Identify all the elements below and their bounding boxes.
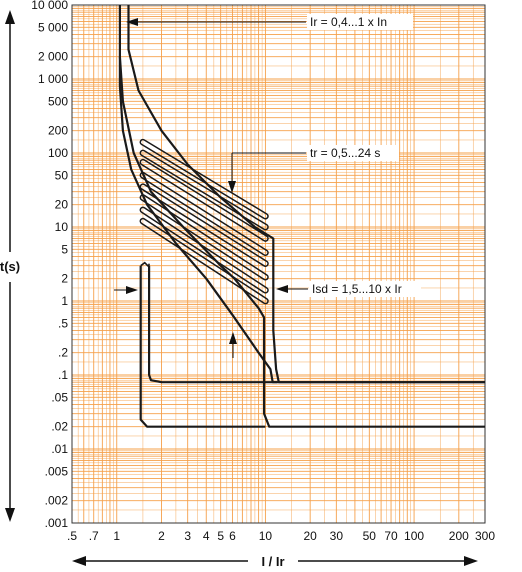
- grid: [71, 4, 486, 524]
- annotation-tr-text: tr = 0,5...24 s: [310, 146, 380, 160]
- trip-curve-5: [139, 265, 266, 428]
- y-tick-label: 1: [61, 294, 68, 308]
- y-tick-label: .01: [51, 442, 68, 456]
- instantaneous-pointer-arrow: [114, 286, 138, 294]
- y-tick-label: 10: [55, 220, 69, 234]
- x-tick-label: 6: [229, 529, 236, 543]
- delay-band: [139, 183, 269, 267]
- y-tick-label: 20: [55, 198, 69, 212]
- x-tick-label: 10: [259, 529, 273, 543]
- band-pointer-arrow: [229, 332, 237, 358]
- y-tick-label: 1 000: [38, 72, 68, 86]
- x-tick-label: 4: [203, 529, 210, 543]
- y-tick-label: .1: [58, 368, 68, 382]
- x-tick-label: 50: [363, 529, 377, 543]
- y-tick-label: .02: [51, 420, 68, 434]
- delay-band: [139, 171, 269, 256]
- plot-frame: [71, 4, 486, 524]
- y-tick-label: 5: [61, 242, 68, 256]
- y-tick-label: .5: [58, 316, 68, 330]
- break-mark: [140, 261, 150, 269]
- delay-bands: [139, 138, 269, 305]
- delay-band: [139, 206, 269, 294]
- x-tick-label: 70: [384, 529, 398, 543]
- annotation-isd: Isd = 1,5...10 x Ir: [276, 281, 421, 297]
- y-axis-arrow: [5, 10, 15, 522]
- x-tick-label: .7: [89, 529, 99, 543]
- x-tick-label: 300: [475, 529, 495, 543]
- y-tick-labels: 10 000 5 000 2 000 1 000 500 200 100 50 20 10 5 2 1.…: [31, 0, 68, 530]
- x-tick-label: 3: [184, 529, 191, 543]
- y-tick-label: .005: [45, 464, 69, 478]
- annotation-ir: Ir = 0,4...1 x In: [126, 14, 413, 30]
- x-tick-label: 30: [330, 529, 344, 543]
- y-tick-label: .2: [58, 346, 68, 360]
- x-tick-label: 100: [404, 529, 424, 543]
- delay-band: [139, 194, 269, 281]
- x-axis-arrow: [72, 556, 478, 566]
- y-tick-label: .001: [45, 516, 69, 530]
- y-tick-label: 100: [48, 146, 68, 160]
- y-tick-label: 50: [55, 168, 69, 182]
- annotation-isd-text: Isd = 1,5...10 x Ir: [312, 282, 402, 296]
- delay-band: [139, 158, 269, 242]
- x-tick-label: 200: [449, 529, 469, 543]
- trip-curve-2: [127, 5, 485, 384]
- x-tick-label: 2: [158, 529, 165, 543]
- trip-curve-1: [118, 5, 485, 384]
- y-tick-label: 2 000: [38, 50, 68, 64]
- x-tick-label: .5: [67, 529, 77, 543]
- y-tick-label: 2: [61, 272, 68, 286]
- trip-curves: [118, 5, 485, 428]
- annotation-tr: tr = 0,5...24 s: [228, 145, 399, 193]
- delay-band: [139, 149, 269, 231]
- y-tick-label: .002: [45, 494, 69, 508]
- x-tick-labels: .5 .7 1 2 3 4 5 6 10 20 30 50 70 100 200 300: [67, 529, 495, 543]
- y-tick-label: .05: [51, 390, 68, 404]
- trip-curve-4: [148, 265, 278, 384]
- y-tick-label: 500: [48, 94, 68, 108]
- trip-curve-3: [118, 56, 485, 428]
- y-tick-label: 200: [48, 124, 68, 138]
- x-tick-label: 5: [217, 529, 224, 543]
- x-axis-label: I / Ir: [261, 554, 284, 569]
- delay-band: [139, 138, 269, 220]
- y-tick-label: 10 000: [31, 0, 68, 12]
- annotation-ir-text: Ir = 0,4...1 x In: [310, 15, 387, 29]
- x-tick-label: 1: [113, 529, 120, 543]
- x-tick-label: 20: [303, 529, 317, 543]
- y-tick-label: 5 000: [38, 20, 68, 34]
- y-axis-label: t(s): [0, 259, 20, 274]
- delay-band: [139, 217, 269, 305]
